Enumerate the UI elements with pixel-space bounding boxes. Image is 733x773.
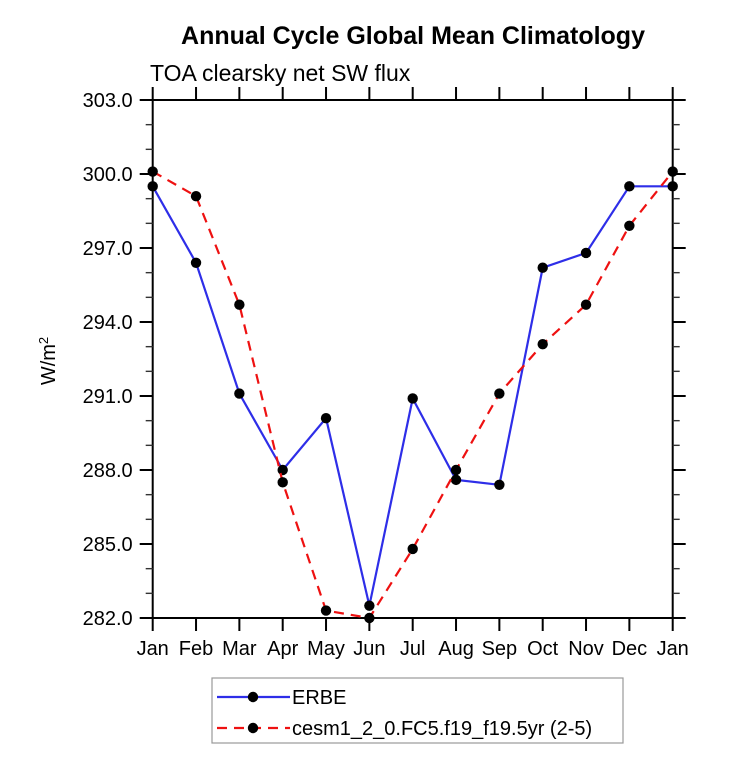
data-point-marker <box>407 543 418 555</box>
data-point-marker <box>320 413 332 424</box>
chart-title: Annual Cycle Global Mean Climatology <box>181 22 645 50</box>
y-axis-tick-label: 300.0 <box>83 164 133 186</box>
legend-marker <box>247 691 259 703</box>
y-axis-label: W/m2 <box>36 337 60 385</box>
data-point-marker <box>537 339 548 350</box>
y-axis-tick-label: 285.0 <box>83 534 133 556</box>
data-point-marker <box>624 220 635 231</box>
y-axis-tick-label: 294.0 <box>83 312 133 334</box>
x-axis-tick-label: Apr <box>267 638 298 660</box>
x-axis-tick-label: Aug <box>438 638 474 660</box>
x-axis-tick-label: Jan <box>137 638 169 660</box>
x-axis-tick-label: May <box>307 638 345 660</box>
x-axis-tick-label: Mar <box>222 638 257 660</box>
data-point-marker <box>450 474 462 486</box>
data-point-marker <box>190 191 202 202</box>
plot-frame <box>151 99 674 619</box>
data-point-marker <box>320 605 332 616</box>
legend-label: ERBE <box>292 687 346 709</box>
data-point-marker <box>234 388 245 399</box>
data-point-marker <box>147 166 158 177</box>
data-point-marker <box>667 181 678 192</box>
axes: 303.0 300.0 297.0 294.0 291.0 288.0 285.0 282.0… <box>83 87 689 660</box>
legend: ERBE cesm1_2_0.FC5.f19_f19.5yr (2-5) <box>211 677 624 744</box>
chart-subtitle: TOA clearsky net SW flux <box>150 60 411 86</box>
y-axis-tick-label: 291.0 <box>83 386 133 408</box>
data-point-marker <box>580 247 592 259</box>
legend-label: cesm1_2_0.FC5.f19_f19.5yr (2-5) <box>292 718 592 740</box>
y-axis-tick-label: 282.0 <box>83 608 133 630</box>
x-axis-tick-label: Feb <box>179 638 213 660</box>
x-axis-tick-label: Dec <box>612 638 648 660</box>
y-axis-tick-label: 297.0 <box>83 238 133 260</box>
data-point-marker <box>190 257 202 268</box>
series-lines <box>147 166 678 624</box>
data-point-marker <box>580 299 592 310</box>
data-point-marker <box>234 299 245 310</box>
y-axis-tick-label: 303.0 <box>83 90 133 112</box>
data-point-marker <box>624 181 635 192</box>
legend-marker <box>247 722 259 734</box>
data-point-marker <box>667 166 678 177</box>
data-point-marker <box>147 181 158 192</box>
data-point-marker <box>494 388 505 399</box>
data-point-marker <box>364 612 375 624</box>
data-point-marker <box>494 479 505 490</box>
data-point-marker <box>277 464 288 476</box>
x-axis-tick-label: Sep <box>482 638 518 660</box>
data-point-marker <box>277 477 288 488</box>
x-axis-tick-label: Nov <box>568 638 604 660</box>
data-point-marker <box>364 600 375 611</box>
x-axis-tick-label: Jun <box>353 638 385 660</box>
data-point-marker <box>450 464 462 476</box>
data-point-marker <box>537 262 548 273</box>
legend-box <box>211 677 624 744</box>
y-axis-tick-label: 288.0 <box>83 460 133 482</box>
data-point-marker <box>407 393 418 404</box>
x-axis-tick-label: Jul <box>400 638 426 660</box>
x-axis-tick-label: Oct <box>527 638 559 660</box>
x-axis-tick-label: Jan <box>657 638 689 660</box>
